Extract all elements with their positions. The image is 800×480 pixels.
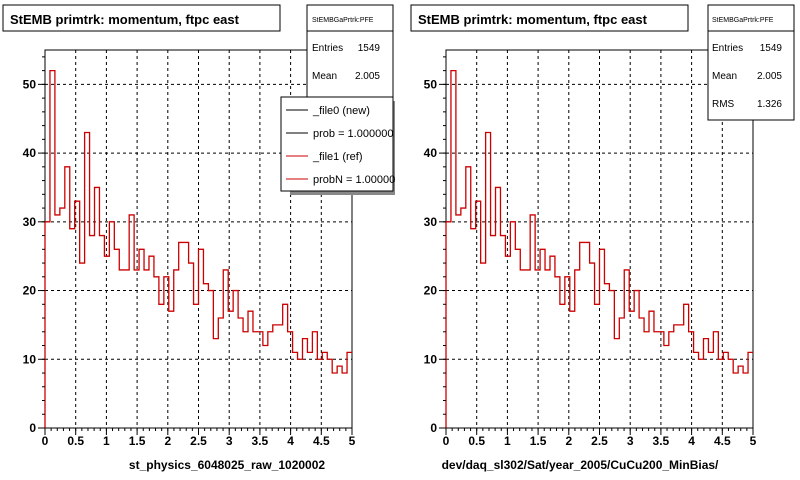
stats-header: StEMBGaPrtrk:PFE <box>312 17 374 24</box>
legend-entry: _file1 (ref) <box>312 151 363 163</box>
stats-box: StEMBGaPrtrk:PFE Entries 1549 Mean 2.005 <box>306 4 394 98</box>
x-tick-label: 1 <box>504 434 511 448</box>
legend: _file0 (new) prob = 1.000000 _file1 (ref… <box>280 96 401 195</box>
title-box <box>410 4 689 32</box>
x-tick-label: 0.5 <box>67 434 84 448</box>
x-tick-label: 3 <box>226 434 233 448</box>
y-tick-label: 50 <box>23 77 37 91</box>
y-tick-label: 20 <box>424 284 438 298</box>
y-tick-label: 0 <box>430 421 437 435</box>
chart-title: StEMB primtrk: momentum, ftpc east <box>10 12 240 27</box>
x-tick-label: 2.5 <box>591 434 608 448</box>
legend-entry: probN = 1.000000 <box>313 174 401 186</box>
y-tick-label: 40 <box>424 146 438 160</box>
legend-entry: _file0 (new) <box>312 105 370 117</box>
stats-mean-value: 2.005 <box>757 71 782 82</box>
y-axis-ticks: 0 10 20 30 40 50 <box>424 56 446 435</box>
y-tick-label: 10 <box>23 352 37 366</box>
stats-box: StEMBGaPrtrk:PFE Entries 1549 Mean 2.005… <box>707 4 795 121</box>
y-tick-label: 20 <box>23 284 37 298</box>
histogram-line <box>445 69 753 428</box>
stats-entries-value: 1549 <box>760 43 783 54</box>
histogram-series <box>44 69 352 428</box>
y-axis-ticks: 0 10 20 30 40 50 <box>23 56 45 435</box>
x-tick-label: 3.5 <box>252 434 269 448</box>
x-tick-label: 3.5 <box>653 434 670 448</box>
x-tick-label: 1.5 <box>530 434 547 448</box>
x-axis-label: dev/daq_sl302/Sat/year_2005/CuCu200_MinB… <box>442 458 719 472</box>
y-tick-label: 30 <box>424 215 438 229</box>
x-axis-ticks: 0 0.5 1 1.5 2 2.5 3 3.5 4 4.5 5 <box>42 428 356 448</box>
x-axis-ticks: 0 0.5 1 1.5 2 2.5 3 3.5 4 4.5 5 <box>443 428 757 448</box>
right-histogram-panel: StEMB primtrk: momentum, ftpc east 0 0.5 1… <box>410 4 795 472</box>
x-tick-label: 5 <box>349 434 356 448</box>
stats-entries-label: Entries <box>712 43 743 54</box>
left-histogram-panel: StEMB primtrk: momentum, ftpc east 0 0.5 1… <box>2 4 401 472</box>
x-tick-label: 3 <box>627 434 634 448</box>
x-tick-label: 0 <box>42 434 49 448</box>
x-tick-label: 4 <box>688 434 695 448</box>
y-tick-label: 50 <box>424 77 438 91</box>
x-tick-label: 2 <box>565 434 572 448</box>
x-tick-label: 0.5 <box>468 434 485 448</box>
y-tick-label: 30 <box>23 215 37 229</box>
histogram-line <box>44 69 352 428</box>
histogram-series <box>445 69 753 428</box>
stats-entries-label: Entries <box>312 43 343 54</box>
stats-rms-label: RMS <box>712 99 735 110</box>
x-tick-label: 4 <box>287 434 294 448</box>
stats-mean-value: 2.005 <box>355 71 380 82</box>
x-tick-label: 4.5 <box>313 434 330 448</box>
legend-entry: prob = 1.000000 <box>313 128 393 140</box>
x-tick-label: 0 <box>443 434 450 448</box>
stats-header: StEMBGaPrtrk:PFE <box>712 17 774 24</box>
chart-title: StEMB primtrk: momentum, ftpc east <box>418 12 648 27</box>
stats-rms-value: 1.326 <box>757 99 782 110</box>
y-tick-label: 40 <box>23 146 37 160</box>
x-tick-label: 1 <box>103 434 110 448</box>
title-box <box>2 4 281 32</box>
x-tick-label: 5 <box>750 434 757 448</box>
stats-mean-label: Mean <box>712 71 737 82</box>
y-tick-label: 10 <box>424 352 438 366</box>
y-tick-label: 0 <box>29 421 36 435</box>
stats-mean-label: Mean <box>312 71 337 82</box>
x-tick-label: 2.5 <box>190 434 207 448</box>
stats-entries-value: 1549 <box>358 43 381 54</box>
x-tick-label: 4.5 <box>714 434 731 448</box>
x-tick-label: 2 <box>164 434 171 448</box>
x-axis-label: st_physics_6048025_raw_1020002 <box>129 458 325 472</box>
x-tick-label: 1.5 <box>129 434 146 448</box>
